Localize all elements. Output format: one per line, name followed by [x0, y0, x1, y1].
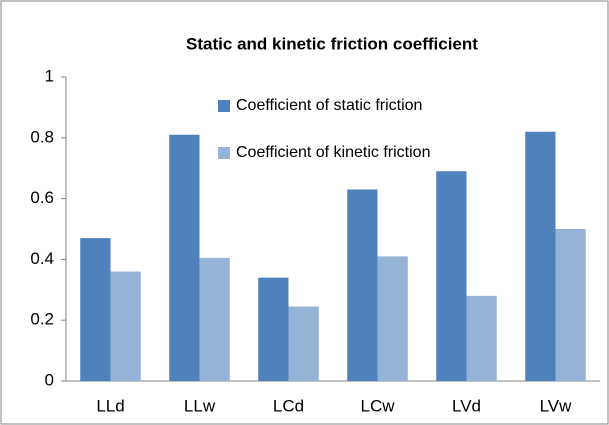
y-tick-label: 0 — [45, 370, 54, 389]
bar — [258, 277, 289, 381]
y-tick-label: 0.6 — [30, 188, 54, 207]
legend-swatch — [218, 100, 230, 112]
bar — [169, 134, 200, 381]
x-tick-label: LLw — [184, 396, 216, 415]
bar — [436, 171, 467, 381]
bar — [288, 306, 319, 381]
legend-swatch — [218, 147, 230, 159]
bar — [466, 295, 497, 381]
x-tick-label: LCd — [273, 396, 304, 415]
bar — [525, 131, 556, 381]
bar — [377, 256, 408, 381]
x-tick-label: LCw — [360, 396, 395, 415]
bar — [347, 189, 378, 381]
chart-title: Static and kinetic friction coefficient — [186, 34, 478, 53]
bar — [80, 238, 111, 381]
legend-label: Coefficient of static friction — [236, 97, 422, 114]
bar — [199, 257, 230, 381]
y-tick-label: 0.4 — [30, 249, 54, 268]
bar — [110, 271, 141, 381]
x-tick-label: LLd — [96, 396, 124, 415]
x-tick-label: LVd — [452, 396, 481, 415]
y-tick-label: 1 — [45, 66, 54, 85]
legend: Coefficient of static friction Coefficien… — [218, 97, 430, 161]
y-tick-label: 0.2 — [30, 310, 54, 329]
x-tick-label: LVw — [540, 396, 573, 415]
legend-label: Coefficient of kinetic friction — [236, 144, 430, 161]
y-tick-label: 0.8 — [30, 127, 54, 146]
bar — [555, 229, 586, 381]
